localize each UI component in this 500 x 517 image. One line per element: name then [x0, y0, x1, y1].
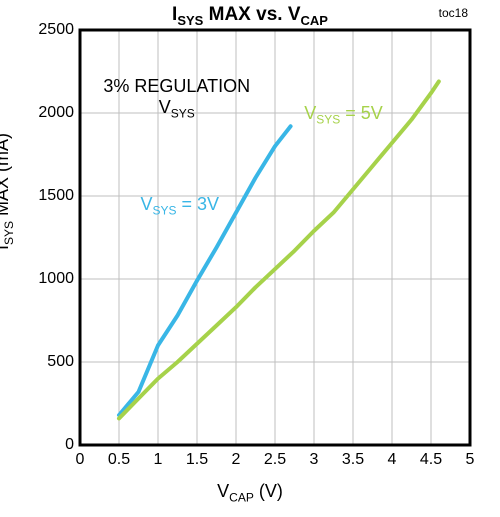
x-tick-label: 1: [154, 451, 163, 469]
x-tick-label: 1.5: [186, 451, 208, 469]
chart-title: ISYS MAX vs. VCAP: [0, 4, 500, 28]
annotation-regulation: 3% REGULATIONVSYS: [103, 76, 250, 121]
series-VSYS_3V: [119, 126, 291, 415]
x-tick-label: 0: [76, 451, 85, 469]
y-tick-label: 1500: [38, 187, 74, 205]
y-axis-label: ISYS MAX (mA): [0, 133, 16, 250]
chart-container: ISYS MAX vs. VCAP toc18 ISYS MAX (mA) VC…: [0, 0, 500, 517]
x-tick-label: 3.5: [342, 451, 364, 469]
y-tick-label: 0: [65, 436, 74, 454]
x-tick-label: 3: [310, 451, 319, 469]
y-tick-label: 1000: [38, 270, 74, 288]
x-axis-label: VCAP (V): [0, 481, 500, 505]
corner-label: toc18: [439, 6, 468, 20]
x-tick-label: 2: [232, 451, 241, 469]
x-tick-label: 5: [466, 451, 475, 469]
x-tick-label: 0.5: [108, 451, 130, 469]
annotation-series1_label: VSYS = 5V: [304, 103, 383, 127]
x-tick-label: 2.5: [264, 451, 286, 469]
x-tick-label: 4.5: [420, 451, 442, 469]
y-tick-label: 500: [47, 353, 74, 371]
annotation-series0_label: VSYS = 3V: [140, 194, 219, 218]
series-VSYS_5V: [119, 81, 439, 418]
x-tick-label: 4: [388, 451, 397, 469]
y-tick-label: 2000: [38, 104, 74, 122]
y-tick-label: 2500: [38, 21, 74, 39]
